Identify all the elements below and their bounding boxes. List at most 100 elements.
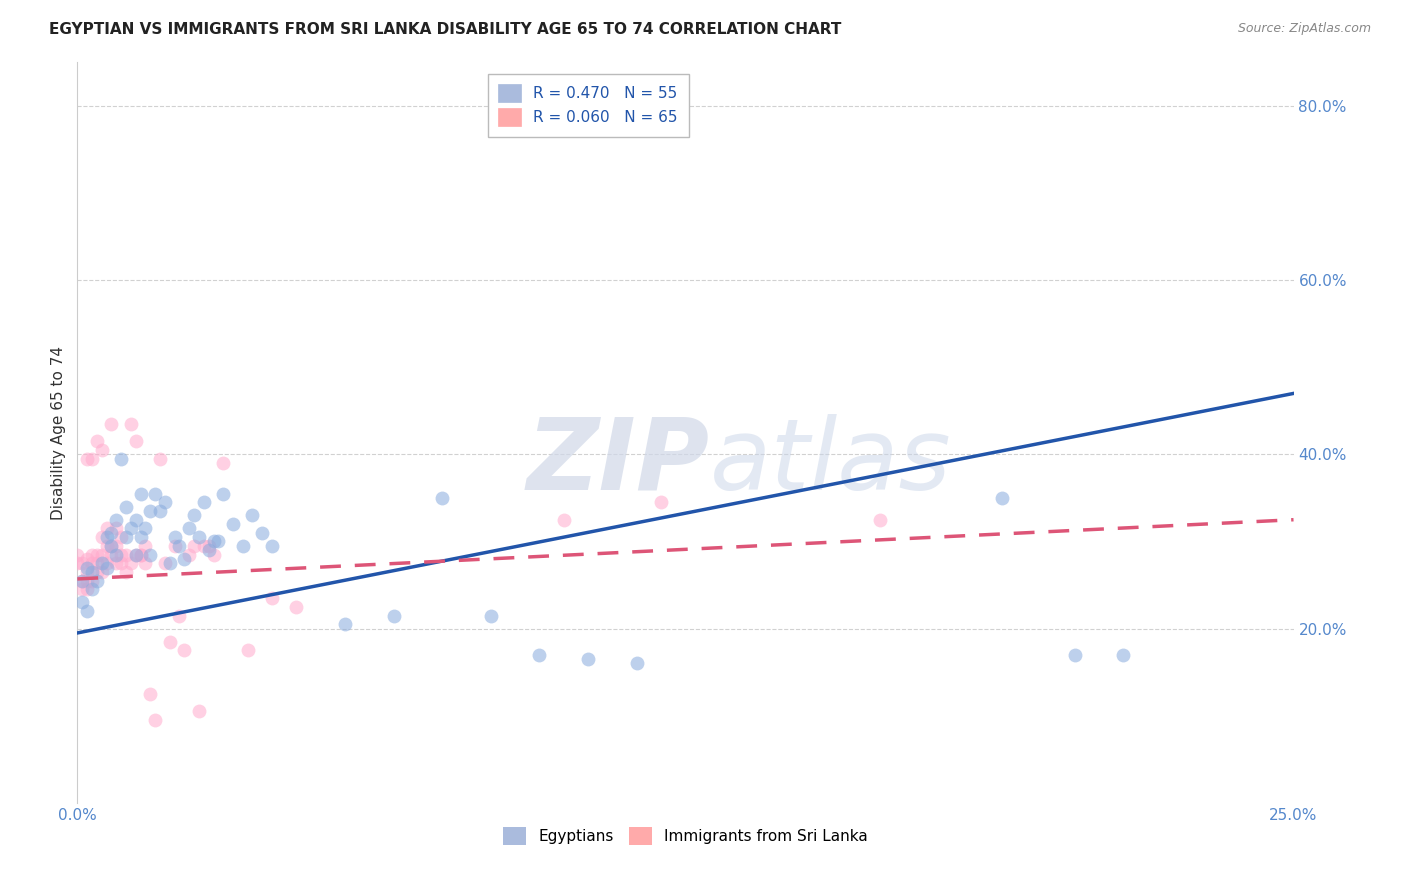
Point [105,548,128,562]
Point [236,643,259,657]
Point [66,548,89,562]
Point [70,582,93,597]
Point [179,548,201,562]
Point [110,548,132,562]
Point [80,451,103,466]
Point [120,521,142,535]
Point [129,548,152,562]
Point [222,517,245,532]
Point [86,556,108,570]
Point [96,560,118,574]
Point [576,652,599,666]
Point [115,500,138,514]
Point [143,486,166,500]
Point [80,556,103,570]
Point [76,574,98,588]
Point [212,486,235,500]
Point [163,530,186,544]
Point [129,486,152,500]
Point [159,634,181,648]
Point [193,495,215,509]
Point [250,525,273,540]
Point [188,704,211,718]
Point [202,548,225,562]
Point [129,548,152,562]
Point [183,508,205,523]
Point [153,495,176,509]
Point [90,548,112,562]
Point [125,548,148,562]
Point [869,513,891,527]
Point [207,534,229,549]
Point [430,491,453,505]
Point [129,530,152,544]
Point [105,513,128,527]
Point [110,556,132,570]
Point [242,508,264,523]
Point [90,556,112,570]
Y-axis label: Disability Age 65 to 74: Disability Age 65 to 74 [51,345,66,520]
Point [134,556,156,570]
Point [70,556,93,570]
Point [173,643,195,657]
Point [193,539,215,553]
Point [179,521,201,535]
Text: atlas: atlas [710,414,952,511]
Point [197,539,219,553]
Point [169,539,191,553]
Point [86,565,108,579]
Point [76,565,98,579]
Point [197,543,219,558]
Point [96,556,118,570]
Point [382,608,405,623]
Point [100,548,122,562]
Point [70,574,93,588]
Point [232,539,254,553]
Point [100,417,122,431]
Point [188,530,211,544]
Point [120,556,142,570]
Point [105,539,128,553]
Text: Source: ZipAtlas.com: Source: ZipAtlas.com [1237,22,1371,36]
Point [173,552,195,566]
Point [76,604,98,618]
Point [70,574,93,588]
Point [626,657,648,671]
Point [86,548,108,562]
Point [115,565,138,579]
Point [115,530,138,544]
Point [125,513,148,527]
Point [134,539,156,553]
Point [260,539,283,553]
Point [80,565,103,579]
Point [125,548,148,562]
Point [105,521,128,535]
Point [143,713,166,727]
Point [96,530,118,544]
Point [76,451,98,466]
Point [110,451,132,466]
Point [115,548,138,562]
Point [134,521,156,535]
Point [100,525,122,540]
Point [110,530,132,544]
Point [80,574,103,588]
Point [169,608,191,623]
Text: EGYPTIAN VS IMMIGRANTS FROM SRI LANKA DISABILITY AGE 65 TO 74 CORRELATION CHART: EGYPTIAN VS IMMIGRANTS FROM SRI LANKA DI… [49,22,842,37]
Point [90,565,112,579]
Point [479,608,502,623]
Point [90,443,112,458]
Point [100,539,122,553]
Point [159,556,181,570]
Point [80,548,103,562]
Point [76,552,98,566]
Point [333,617,356,632]
Point [990,491,1012,505]
Point [139,504,162,518]
Point [76,560,98,574]
Point [149,451,172,466]
Point [70,595,93,609]
Point [96,521,118,535]
Point [105,556,128,570]
Point [139,687,162,701]
